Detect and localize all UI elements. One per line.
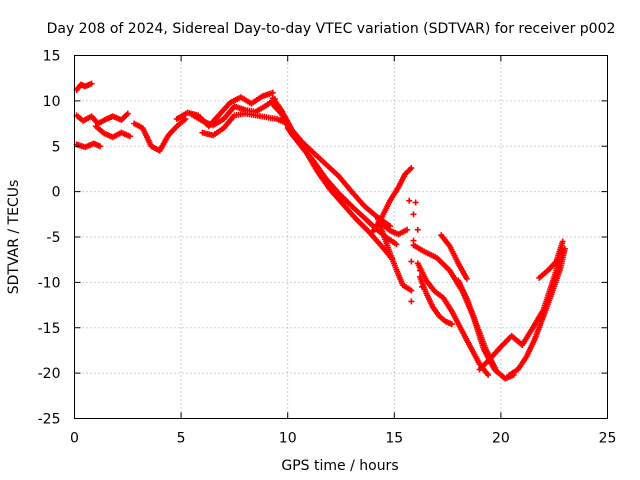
- data-point: [408, 298, 415, 305]
- data-point: [408, 287, 415, 294]
- data-points: [73, 80, 568, 382]
- data-point: [182, 116, 189, 123]
- grid: [74, 55, 608, 419]
- data-point: [419, 283, 426, 290]
- data-point: [124, 110, 131, 117]
- chart-title: Day 208 of 2024, Sidereal Day-to-day VTE…: [47, 21, 616, 37]
- x-tick-label: 25: [599, 431, 617, 447]
- y-tick-label: -20: [38, 366, 61, 382]
- data-point: [404, 226, 411, 233]
- data-point: [485, 371, 492, 378]
- data-point: [414, 226, 421, 233]
- x-tick-label: 0: [70, 431, 79, 447]
- y-tick-label: 15: [43, 49, 61, 65]
- x-axis-label: GPS time / hours: [281, 458, 398, 474]
- data-point: [408, 258, 415, 265]
- x-tick-label: 15: [385, 431, 403, 447]
- tick-labels: 0 5 10 15 20 25 -25 -20 -15 -10 -5 0 5 10 15: [38, 49, 617, 447]
- data-point: [410, 237, 417, 244]
- axis-ticks: [74, 55, 608, 419]
- data-point: [408, 165, 415, 172]
- data-point: [97, 143, 104, 150]
- data-point: [406, 197, 413, 204]
- data-point: [448, 321, 455, 328]
- data-point: [410, 211, 417, 218]
- y-tick-label: 10: [43, 94, 61, 110]
- x-tick-label: 20: [492, 431, 510, 447]
- y-tick-label: -10: [38, 275, 61, 291]
- y-tick-label: -5: [47, 230, 61, 246]
- data-point: [463, 275, 470, 282]
- data-point: [393, 241, 400, 248]
- y-tick-label: -15: [38, 321, 61, 337]
- data-point: [126, 133, 133, 140]
- y-tick-label: -25: [38, 412, 61, 428]
- data-point: [416, 267, 423, 274]
- y-tick-label: 0: [52, 185, 61, 201]
- data-point: [269, 89, 276, 96]
- data-point: [412, 199, 419, 206]
- data-point: [88, 80, 95, 87]
- data-point: [493, 368, 500, 375]
- y-tick-label: 5: [52, 139, 61, 155]
- x-tick-label: 5: [177, 431, 186, 447]
- x-tick-label: 10: [279, 431, 297, 447]
- data-point: [559, 238, 566, 245]
- y-axis-label: SDTVAR / TECUs: [6, 180, 22, 295]
